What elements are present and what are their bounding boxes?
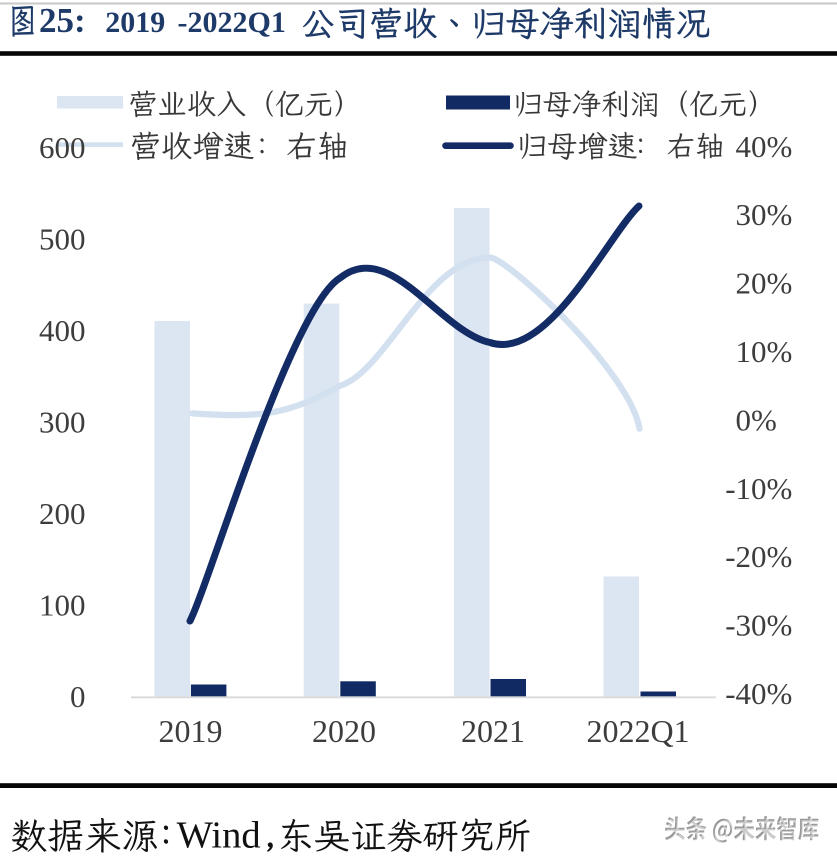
svg-text:-30%: -30% — [725, 608, 792, 643]
svg-text:2020: 2020 — [312, 713, 376, 749]
svg-text:20%: 20% — [736, 266, 793, 301]
svg-text:30%: 30% — [736, 197, 793, 232]
svg-text:2019: 2019 — [159, 713, 223, 749]
svg-text:25:: 25: — [39, 1, 86, 40]
svg-text:100: 100 — [39, 587, 86, 622]
svg-text:500: 500 — [39, 221, 86, 256]
svg-text:10%: 10% — [736, 334, 793, 369]
svg-text:2021: 2021 — [461, 713, 525, 749]
svg-text:2022Q1: 2022Q1 — [586, 713, 689, 749]
svg-text:40%: 40% — [736, 129, 793, 164]
svg-text:600: 600 — [39, 130, 86, 165]
svg-text:300: 300 — [39, 404, 86, 439]
svg-text:0%: 0% — [736, 402, 777, 437]
svg-text:-40%: -40% — [725, 676, 792, 711]
svg-text:400: 400 — [39, 313, 86, 348]
svg-text:Wind: Wind — [177, 815, 261, 857]
svg-text:-10%: -10% — [725, 471, 792, 506]
svg-text:0: 0 — [70, 679, 86, 714]
svg-text:200: 200 — [39, 496, 86, 531]
svg-text:-2022Q1: -2022Q1 — [178, 6, 286, 39]
svg-text:2019: 2019 — [105, 6, 165, 39]
svg-text:-20%: -20% — [725, 539, 792, 574]
